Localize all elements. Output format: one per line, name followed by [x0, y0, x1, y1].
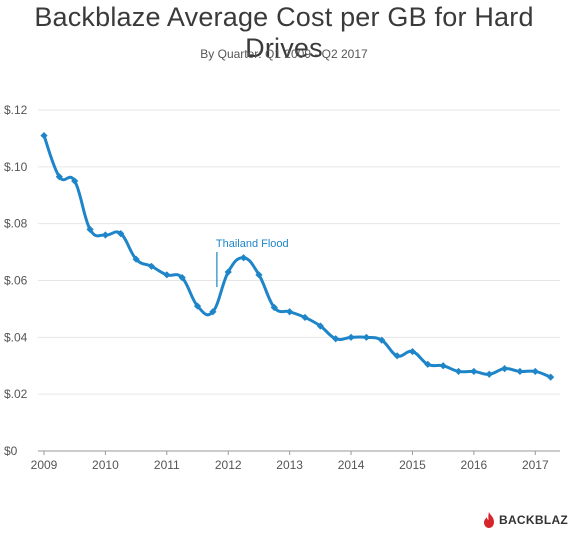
data-point-marker	[224, 268, 232, 276]
data-point-marker	[163, 271, 171, 279]
x-tick-label: 2012	[215, 458, 242, 472]
y-tick-label: $0	[4, 444, 18, 458]
data-point-marker	[132, 255, 140, 263]
data-point-marker	[516, 367, 524, 376]
flame-icon	[484, 512, 494, 528]
chart-title: Backblaze Average Cost per GB for Hard D…	[34, 2, 534, 63]
x-tick-label: 2009	[31, 458, 58, 472]
logo-text: BACKBLAZE	[499, 513, 568, 527]
data-point-marker	[316, 322, 324, 330]
data-point-marker	[101, 231, 110, 239]
data-point-marker	[286, 308, 294, 316]
data-point-marker	[147, 262, 156, 270]
y-tick-label: $.04	[4, 330, 28, 344]
data-point-marker	[301, 313, 309, 322]
data-point-marker	[424, 360, 432, 368]
data-point-marker	[454, 367, 463, 376]
data-point-marker	[55, 173, 63, 181]
series-line	[42, 134, 553, 379]
backblaze-logo: BACKBLAZE	[483, 512, 568, 528]
x-tick-label: 2016	[461, 458, 488, 472]
data-point-marker	[470, 367, 478, 376]
data-point-marker	[178, 274, 186, 282]
x-tick-label: 2014	[338, 458, 365, 472]
data-point-marker	[408, 347, 417, 356]
annotation-label: Thailand Flood	[216, 238, 289, 250]
data-point-marker	[347, 333, 355, 341]
data-point-marker	[270, 303, 278, 312]
chart-subtitle: By Quarter: Q1 2009 - Q2 2017	[200, 47, 368, 61]
y-tick-label: $.08	[4, 217, 28, 231]
data-point-marker	[332, 335, 340, 343]
data-point-marker	[531, 367, 539, 376]
x-tick-label: 2010	[92, 458, 119, 472]
y-tick-label: $.12	[4, 103, 28, 117]
x-tick-label: 2017	[522, 458, 549, 472]
data-point-marker	[393, 352, 401, 360]
x-tick-label: 2013	[276, 458, 303, 472]
data-point-marker	[485, 370, 493, 378]
data-point-marker	[193, 302, 202, 310]
data-point-marker	[239, 254, 248, 262]
data-point-marker	[117, 230, 125, 238]
y-tick-label: $.02	[4, 387, 28, 401]
data-point-marker	[255, 271, 263, 279]
data-point-marker	[547, 373, 555, 381]
data-point-marker	[209, 308, 217, 316]
data-point-marker	[71, 177, 79, 185]
data-point-marker	[40, 131, 48, 140]
y-tick-label: $.10	[4, 160, 28, 174]
data-point-marker	[439, 362, 447, 370]
x-tick-label: 2011	[154, 458, 180, 472]
x-tick-label: 2015	[399, 458, 426, 472]
data-point-marker	[86, 225, 94, 233]
data-point-marker	[500, 364, 509, 373]
y-tick-label: $.06	[4, 274, 28, 288]
data-point-marker	[362, 333, 371, 341]
data-point-marker	[378, 336, 386, 344]
